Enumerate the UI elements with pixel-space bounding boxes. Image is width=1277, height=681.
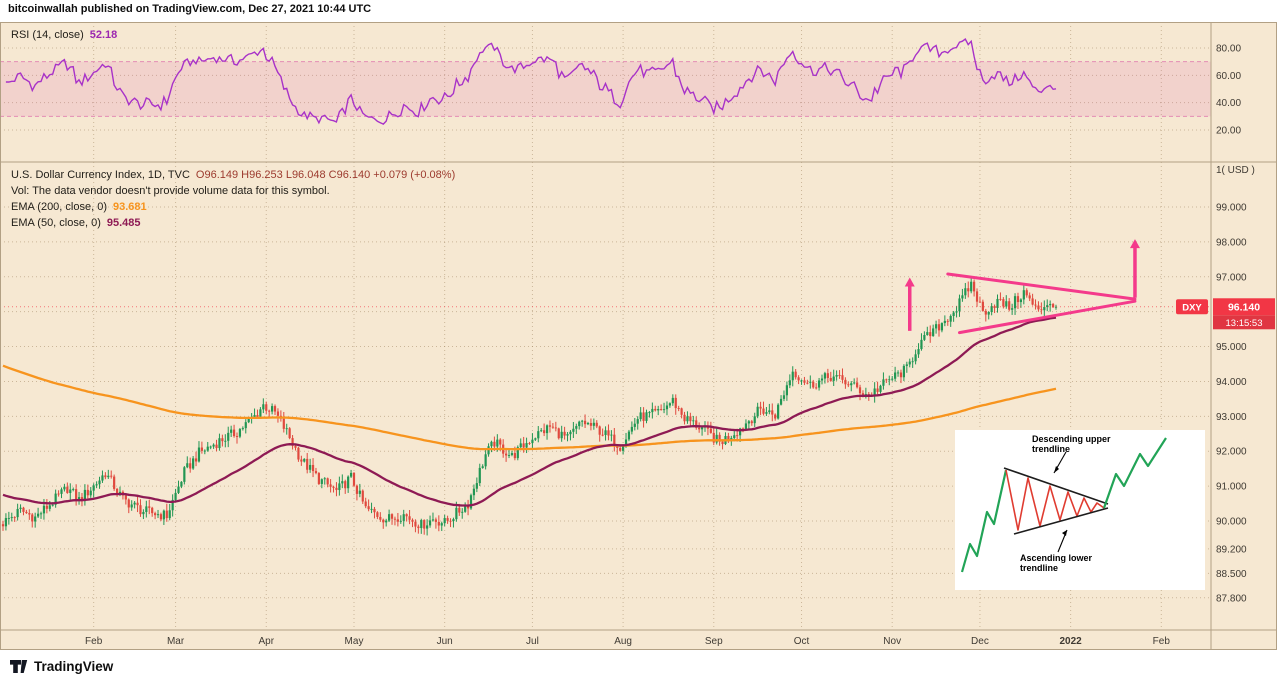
countdown-badge-text: 13:15:53 xyxy=(1226,318,1263,329)
time-axis-label: May xyxy=(345,636,364,647)
last-price-badge xyxy=(1213,298,1275,316)
price-axis[interactable]: 1( USD )99.00098.00097.00096.00095.00094… xyxy=(1216,44,1255,605)
symmetrical-triangle-drawing[interactable] xyxy=(904,239,1140,335)
price-tick-label: 92.000 xyxy=(1216,447,1247,458)
rsi-tick-label: 40.00 xyxy=(1216,98,1241,109)
price-tick-label: 93.000 xyxy=(1216,412,1247,423)
time-axis-label: Feb xyxy=(1153,636,1171,647)
last-price-badges: DXY 96.140 13:15:53 xyxy=(1176,298,1275,330)
ema200-line xyxy=(2,364,1057,451)
time-axis-label: Oct xyxy=(794,636,810,647)
breakout-arrow xyxy=(1129,239,1140,298)
time-axis-label: Sep xyxy=(705,636,723,647)
time-axis[interactable]: Feb Mar Apr May Jun Jul Aug Sep Oct Nov Dec 2022 Feb xyxy=(85,636,1170,647)
inset-upper-trendline-label: Descending upper xyxy=(1032,434,1111,444)
time-axis-label: 2022 xyxy=(1060,636,1083,647)
countdown-badge xyxy=(1213,315,1275,330)
time-axis-label: Apr xyxy=(258,636,274,647)
price-tick-label: 94.000 xyxy=(1216,377,1247,388)
tradingview-logo-icon xyxy=(10,660,28,673)
rsi-tick-label: 20.00 xyxy=(1216,126,1241,137)
publish-header: bitcoinwallah published on TradingView.c… xyxy=(8,3,372,15)
price-tick-label: 98.000 xyxy=(1216,237,1247,248)
rsi-band xyxy=(0,61,1211,117)
inset-lower-trendline-label: trendline xyxy=(1020,563,1058,573)
price-tick-label: 99.000 xyxy=(1216,203,1247,214)
inset-upper-trendline-label: trendline xyxy=(1032,444,1070,454)
tradingview-footer: TradingView xyxy=(10,659,113,674)
time-axis-label: Feb xyxy=(85,636,103,647)
time-axis-label: Dec xyxy=(971,636,989,647)
tradingview-brand-text: TradingView xyxy=(34,659,114,674)
time-axis-label: Mar xyxy=(167,636,185,647)
price-tick-label: 95.000 xyxy=(1216,342,1247,353)
symbol-badge-text: DXY xyxy=(1182,302,1202,313)
price-tick-label: 89.200 xyxy=(1216,544,1247,555)
candlestick-series xyxy=(1,277,1058,536)
price-tick-label: 90.000 xyxy=(1216,517,1247,528)
axis-unit-label: 1( USD ) xyxy=(1216,165,1255,176)
price-tick-label: 87.800 xyxy=(1216,593,1247,604)
time-axis-label: Aug xyxy=(614,636,632,647)
price-tick-label: 91.000 xyxy=(1216,482,1247,493)
rsi-tick-label: 60.00 xyxy=(1216,71,1241,82)
ema50-line xyxy=(2,316,1057,507)
time-axis-label: Nov xyxy=(883,636,901,647)
panel-borders xyxy=(0,22,1277,650)
price-tick-label: 97.000 xyxy=(1216,272,1247,283)
grid-lines xyxy=(0,26,1211,630)
pre-breakout-arrow xyxy=(904,277,915,331)
rsi-tick-label: 80.00 xyxy=(1216,44,1241,55)
rsi-line xyxy=(5,37,1057,125)
price-tick-label: 88.500 xyxy=(1216,569,1247,580)
last-price-badge-text: 96.140 xyxy=(1228,301,1260,313)
time-axis-label: Jun xyxy=(437,636,453,647)
inset-lower-trendline-label: Ascending lower xyxy=(1020,553,1093,563)
symbol-badge xyxy=(1176,299,1208,315)
time-axis-label: Jul xyxy=(526,636,539,647)
